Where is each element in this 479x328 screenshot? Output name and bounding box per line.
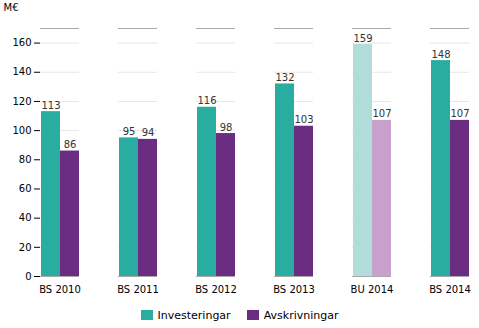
html-text:Investeringar: Investeringar: [157, 308, 231, 322]
svg-text:94: 94: [142, 127, 155, 138]
svg-text:BS 2012: BS 2012: [195, 284, 237, 295]
svg-text:M€: M€: [4, 2, 19, 13]
svg-text:0: 0: [25, 271, 31, 282]
svg-text:80: 80: [19, 154, 32, 165]
svg-text:BU 2014: BU 2014: [351, 284, 394, 295]
svg-text:159: 159: [353, 33, 372, 44]
svg-text:103: 103: [294, 114, 313, 125]
svg-text:BS 2013: BS 2013: [273, 284, 315, 295]
svg-text:148: 148: [431, 49, 450, 60]
svg-text:160: 160: [12, 37, 31, 48]
svg-text:BS 2014: BS 2014: [429, 284, 471, 295]
svg-text:132: 132: [275, 72, 294, 83]
svg-text:140: 140: [12, 66, 31, 77]
svg-text:BS 2011: BS 2011: [117, 284, 159, 295]
svg-text:116: 116: [197, 95, 216, 106]
svg-text:20: 20: [19, 242, 32, 253]
svg-text:100: 100: [12, 125, 31, 136]
svg-text:98: 98: [220, 122, 233, 133]
svg-text:40: 40: [19, 212, 32, 223]
svg-text:113: 113: [41, 100, 60, 111]
svg-text:120: 120: [12, 96, 31, 107]
html-text:Avskrivningar: Avskrivningar: [263, 308, 339, 322]
svg-text:86: 86: [64, 139, 77, 150]
svg-text:95: 95: [123, 126, 136, 137]
svg-text:107: 107: [450, 108, 469, 119]
svg-text:60: 60: [19, 183, 32, 194]
svg-text:BS 2010: BS 2010: [39, 284, 81, 295]
svg-text:107: 107: [372, 108, 391, 119]
